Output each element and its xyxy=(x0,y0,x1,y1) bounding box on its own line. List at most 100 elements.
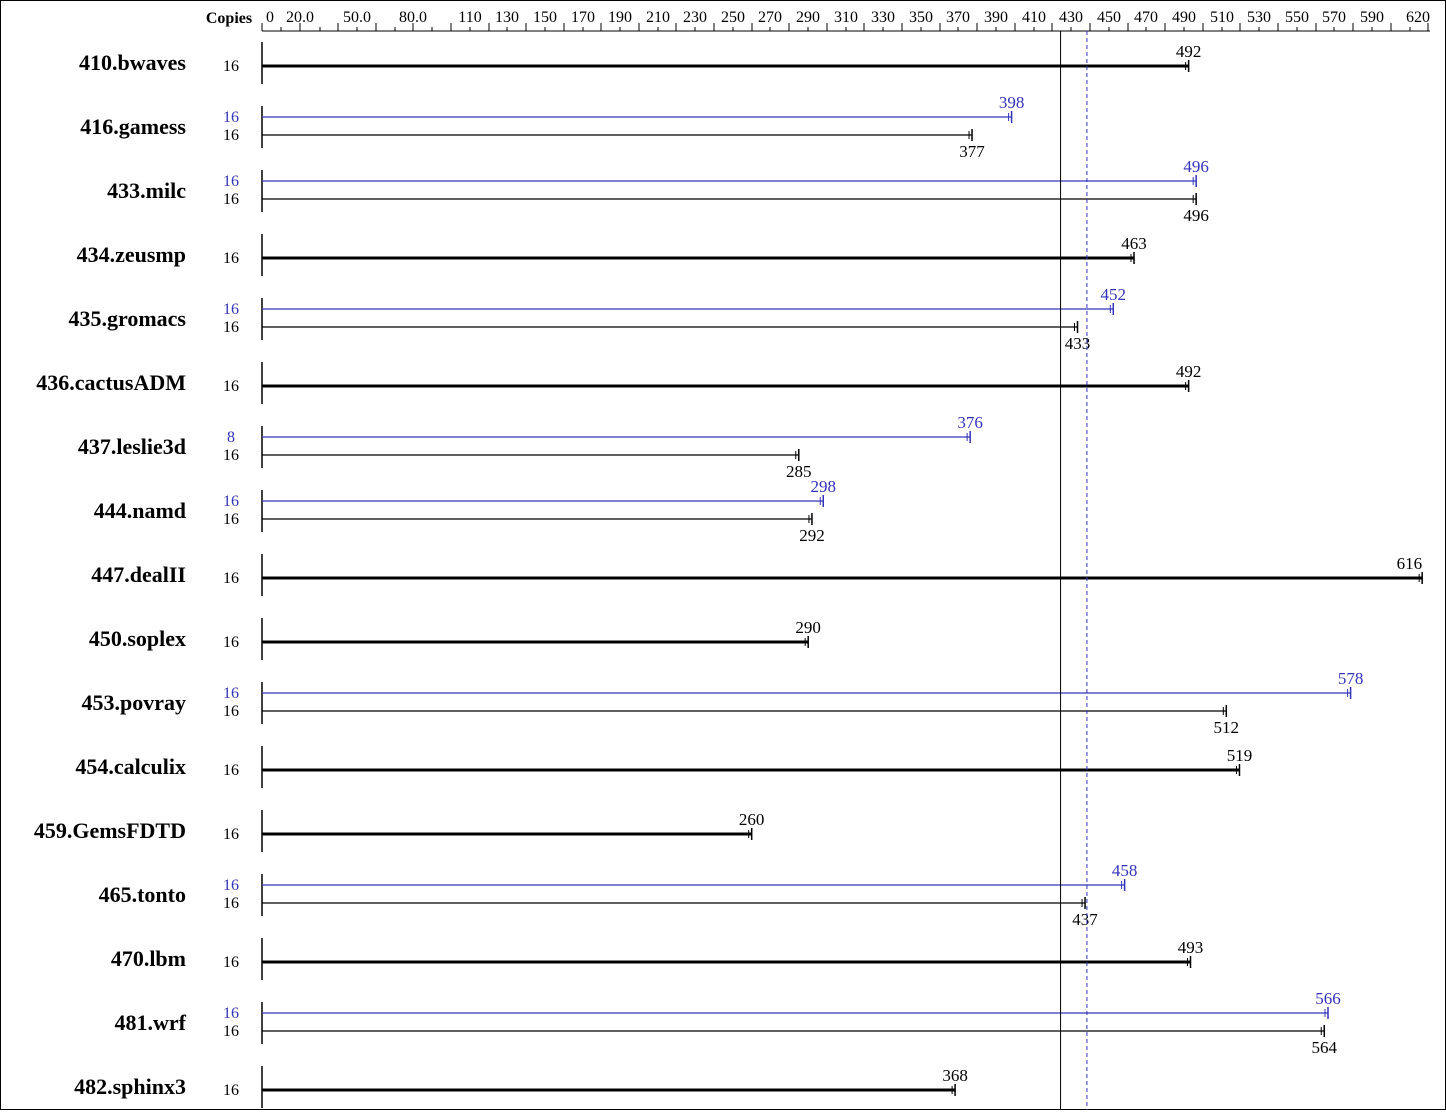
value-label: 578 xyxy=(1338,669,1364,688)
value-label: 492 xyxy=(1176,42,1202,61)
benchmark-row: 453.povray 16 578 16 512 xyxy=(82,669,1364,737)
axis-tick-label: 230 xyxy=(683,9,707,26)
reference-lines xyxy=(1060,31,1088,1110)
axis-tick-label: 410 xyxy=(1022,9,1046,26)
axis-tick-label: 620 xyxy=(1406,9,1430,26)
axis-tick-label: 430 xyxy=(1059,9,1083,26)
value-label: 492 xyxy=(1176,362,1202,381)
benchmark-row: 416.gamess 16 398 16 377 xyxy=(80,93,1024,161)
benchmark-label: 454.calculix xyxy=(75,754,186,779)
axis-tick-label: 290 xyxy=(796,9,820,26)
axis-tick-label: 370 xyxy=(946,9,970,26)
benchmark-label: 433.milc xyxy=(107,178,186,203)
axis-tick-label: 470 xyxy=(1134,9,1158,26)
value-label: 496 xyxy=(1183,157,1209,176)
copies-label: 16 xyxy=(223,301,239,318)
copies-label: 16 xyxy=(223,895,239,912)
axis-ticks: 0 20.0 50.0 80.0 110 130 150 170 190 210 230 250 270… xyxy=(261,9,1430,31)
benchmark-row: 437.leslie3d 8 376 16 285 xyxy=(78,413,983,481)
axis-title-copies: Copies xyxy=(206,10,252,27)
value-label: 433 xyxy=(1065,334,1091,353)
copies-label: 16 xyxy=(223,685,239,702)
copies-label: 16 xyxy=(223,877,239,894)
axis-tick-label: 590 xyxy=(1360,9,1384,26)
copies-label: 16 xyxy=(223,378,239,395)
axis-tick-label: 490 xyxy=(1172,9,1196,26)
value-label: 458 xyxy=(1112,861,1138,880)
axis-tick-label: 50.0 xyxy=(343,9,371,26)
copies-label: 16 xyxy=(223,319,239,336)
benchmark-row: 435.gromacs 16 452 16 433 xyxy=(68,285,1126,353)
value-label: 496 xyxy=(1183,206,1209,225)
copies-label: 16 xyxy=(223,127,239,144)
copies-label: 16 xyxy=(223,1082,239,1099)
copies-label: 16 xyxy=(223,58,239,75)
value-label: 285 xyxy=(786,462,812,481)
benchmark-label: 435.gromacs xyxy=(68,306,186,331)
axis-tick-label: 250 xyxy=(721,9,745,26)
copies-label: 16 xyxy=(223,173,239,190)
axis-tick-label: 530 xyxy=(1247,9,1271,26)
value-label: 377 xyxy=(959,142,985,161)
copies-label: 16 xyxy=(223,250,239,267)
benchmark-row: 447.dealII 16 616 xyxy=(91,554,1423,596)
benchmark-label: 436.cactusADM xyxy=(36,370,186,395)
copies-label: 8 xyxy=(227,429,235,446)
axis-tick-label: 550 xyxy=(1285,9,1309,26)
axis-tick-label: 80.0 xyxy=(399,9,427,26)
axis-tick-label: 450 xyxy=(1097,9,1121,26)
benchmark-row: 410.bwaves 16 492 xyxy=(79,42,1201,84)
copies-label: 16 xyxy=(223,703,239,720)
value-label: 616 xyxy=(1397,554,1423,573)
value-label: 519 xyxy=(1227,746,1253,765)
benchmark-label: 459.GemsFDTD xyxy=(34,818,186,843)
benchmark-row: 434.zeusmp 16 463 xyxy=(77,234,1147,276)
benchmark-row: 481.wrf 16 566 16 564 xyxy=(115,989,1341,1057)
axis-tick-label: 330 xyxy=(871,9,895,26)
benchmark-label: 416.gamess xyxy=(80,114,186,139)
axis-tick-label: 130 xyxy=(495,9,519,26)
benchmark-row: 444.namd 16 298 16 292 xyxy=(94,477,836,545)
benchmark-label: 447.dealII xyxy=(91,562,186,587)
value-label: 512 xyxy=(1214,718,1240,737)
value-label: 292 xyxy=(799,526,825,545)
benchmark-row: 436.cactusADM 16 492 xyxy=(36,362,1201,404)
benchmark-label: 481.wrf xyxy=(115,1010,187,1035)
axis-tick-label: 170 xyxy=(571,9,595,26)
benchmark-label: 410.bwaves xyxy=(79,50,186,75)
value-label: 290 xyxy=(795,618,821,637)
benchmark-row: 459.GemsFDTD 16 260 xyxy=(34,810,764,852)
axis-tick-label: 20.0 xyxy=(286,9,314,26)
benchmark-label: 450.soplex xyxy=(89,626,186,651)
value-label: 452 xyxy=(1101,285,1127,304)
axis-tick-label: 0 xyxy=(266,9,274,26)
copies-label: 16 xyxy=(223,511,239,528)
benchmark-label: 437.leslie3d xyxy=(78,434,186,459)
value-label: 564 xyxy=(1311,1038,1337,1057)
benchmark-label: 444.namd xyxy=(94,498,186,523)
axis-tick-label: 190 xyxy=(608,9,632,26)
copies-label: 16 xyxy=(223,634,239,651)
benchmark-label: 465.tonto xyxy=(99,882,186,907)
benchmark-label: 482.sphinx3 xyxy=(74,1074,186,1099)
copies-label: 16 xyxy=(223,954,239,971)
copies-label: 16 xyxy=(223,493,239,510)
copies-label: 16 xyxy=(223,762,239,779)
value-label: 463 xyxy=(1121,234,1147,253)
benchmark-rows: 410.bwaves 16 492 416.gamess 16 398 16 377 433.m… xyxy=(34,42,1423,1108)
axis-tick-label: 310 xyxy=(834,9,858,26)
copies-label: 16 xyxy=(223,109,239,126)
copies-label: 16 xyxy=(223,447,239,464)
copies-label: 16 xyxy=(223,1005,239,1022)
value-label: 398 xyxy=(999,93,1025,112)
value-label: 437 xyxy=(1072,910,1098,929)
value-label: 298 xyxy=(811,477,837,496)
benchmark-row: 470.lbm 16 493 xyxy=(111,938,1203,980)
benchmark-row: 454.calculix 16 519 xyxy=(75,746,1252,788)
copies-label: 16 xyxy=(223,1023,239,1040)
benchmark-row: 450.soplex 16 290 xyxy=(89,618,821,660)
value-label: 368 xyxy=(942,1066,968,1085)
benchmark-row: 433.milc 16 496 16 496 xyxy=(107,157,1209,225)
